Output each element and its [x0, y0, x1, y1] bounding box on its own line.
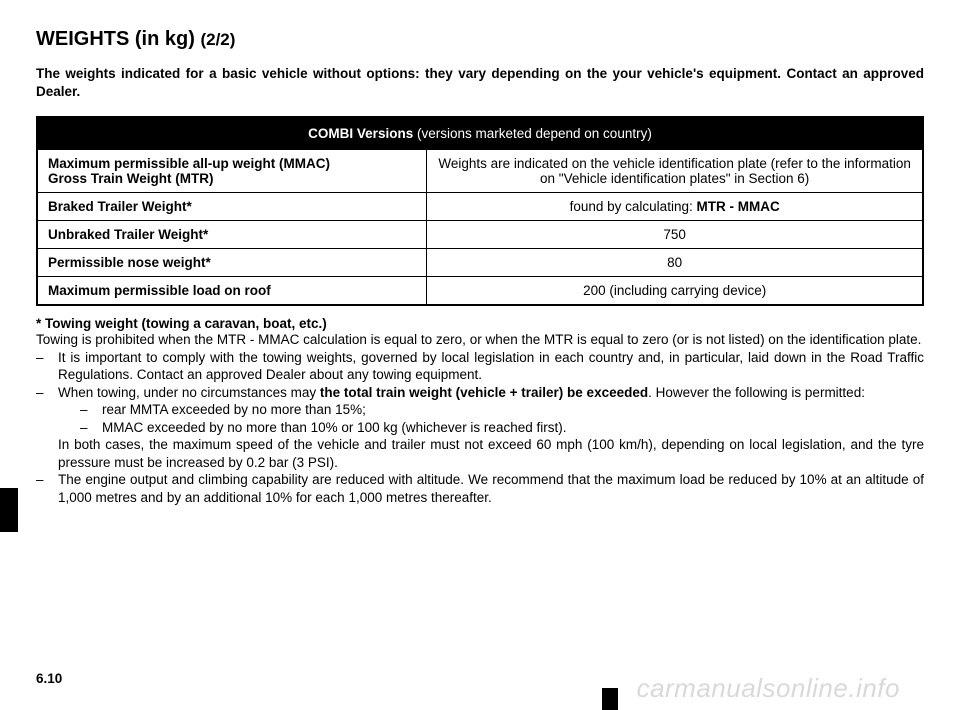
watermark: carmanualsonline.info: [637, 673, 900, 704]
inner-list: rear MMTA exceeded by no more than 15%; …: [58, 401, 924, 436]
bullet2-post: . However the following is permitted:: [648, 385, 865, 400]
title-main: WEIGHTS (in kg): [36, 28, 195, 50]
side-tab-marker: [0, 488, 18, 532]
header-bold: COMBI Versions: [308, 126, 413, 141]
after-inner-text: In both cases, the maximum speed of the …: [58, 436, 924, 471]
row-value: 200 (including carrying device): [427, 277, 923, 306]
footnote-para1: Towing is prohibited when the MTR - MMAC…: [36, 331, 924, 349]
title-sub: (2/2): [200, 30, 235, 49]
row-value: Weights are indicated on the vehicle ide…: [427, 150, 923, 193]
row-value: 750: [427, 221, 923, 249]
value-prefix: found by calculating:: [570, 199, 697, 214]
intro-text: The weights indicated for a basic vehicl…: [36, 65, 924, 100]
list-item: MMAC exceeded by no more than 10% or 100…: [80, 419, 924, 437]
table-row: Permissible nose weight* 80: [37, 249, 923, 277]
header-rest: (versions marketed depend on country): [413, 126, 652, 141]
row-label: Permissible nose weight*: [37, 249, 427, 277]
list-item: When towing, under no circumstances may …: [36, 384, 924, 472]
list-item: The engine output and climbing capabilit…: [36, 471, 924, 506]
row-label: Unbraked Trailer Weight*: [37, 221, 427, 249]
table-header-cell: COMBI Versions (versions marketed depend…: [37, 117, 923, 150]
table-header-row: COMBI Versions (versions marketed depend…: [37, 117, 923, 150]
table-row: Maximum permissible load on roof 200 (in…: [37, 277, 923, 306]
table-row: Unbraked Trailer Weight* 750: [37, 221, 923, 249]
bullet2-pre: When towing, under no circumstances may: [58, 385, 320, 400]
bullet2-bold: the total train weight (vehicle + traile…: [320, 385, 648, 400]
bottom-tab-marker: [602, 688, 618, 710]
footnote-title: * Towing weight (towing a caravan, boat,…: [36, 316, 924, 331]
row-label: Braked Trailer Weight*: [37, 193, 427, 221]
table-row: Braked Trailer Weight* found by calculat…: [37, 193, 923, 221]
row-value: 80: [427, 249, 923, 277]
row-value: found by calculating: MTR - MMAC: [427, 193, 923, 221]
list-item: rear MMTA exceeded by no more than 15%;: [80, 401, 924, 419]
label-line1: Maximum permissible all-up weight (MMAC): [48, 156, 330, 171]
page-title: WEIGHTS (in kg) (2/2): [36, 28, 924, 51]
label-line2: Gross Train Weight (MTR): [48, 171, 214, 186]
value-bold: MTR - MMAC: [696, 199, 779, 214]
weights-table: COMBI Versions (versions marketed depend…: [36, 116, 924, 306]
row-label: Maximum permissible load on roof: [37, 277, 427, 306]
footnote-list: It is important to comply with the towin…: [36, 349, 924, 507]
page-number: 6.10: [36, 671, 62, 686]
list-item: It is important to comply with the towin…: [36, 349, 924, 384]
row-label: Maximum permissible all-up weight (MMAC)…: [37, 150, 427, 193]
table-row: Maximum permissible all-up weight (MMAC)…: [37, 150, 923, 193]
